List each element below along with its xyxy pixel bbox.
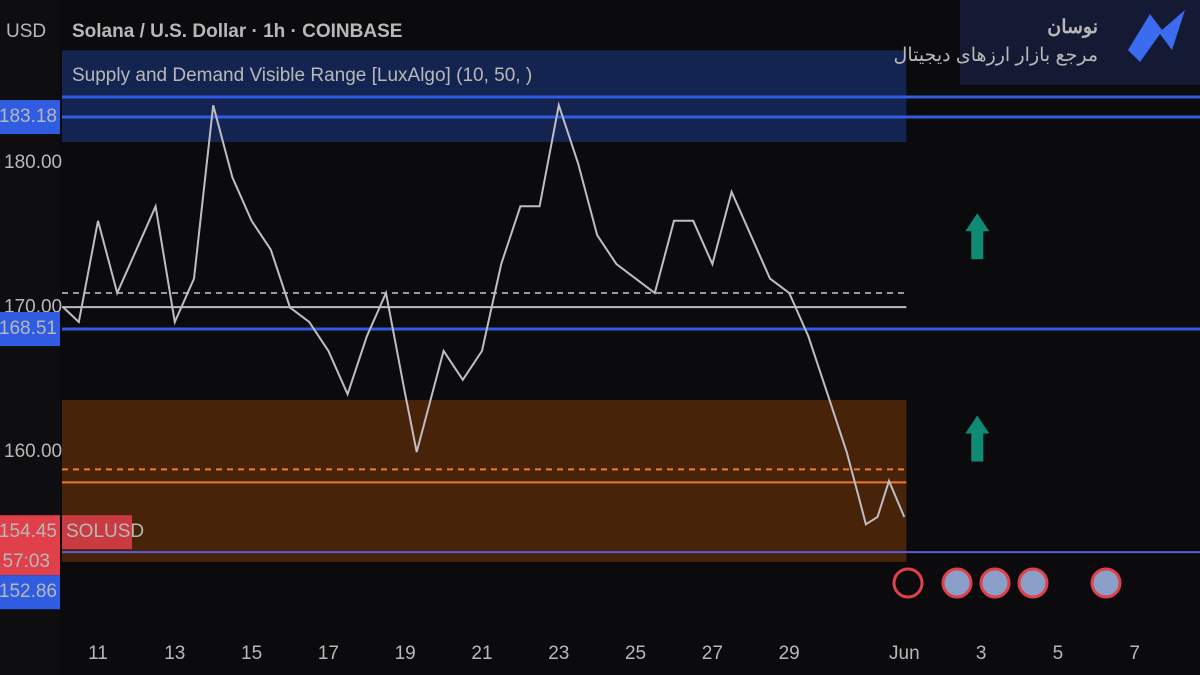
event-icons (892, 567, 1122, 599)
x-tick-label: 11 (88, 643, 108, 664)
symbol-tag (62, 515, 132, 550)
event-icon (941, 567, 973, 599)
y-tick-label: 160.00 (4, 441, 62, 462)
x-tick-label: 27 (702, 643, 723, 664)
x-tick-label: 17 (318, 643, 339, 664)
price-label-bg (0, 312, 60, 347)
zone (62, 399, 907, 562)
symbol: SOLUSD (66, 521, 144, 542)
countdown: 57:03 (2, 551, 50, 572)
currency: USD (6, 21, 46, 42)
x-tick-label: 23 (548, 643, 569, 664)
brand-tagline: مرجع بازار ارزهای دیجیتال (894, 45, 1098, 66)
price-label: 168.51 (0, 318, 57, 339)
price-label-bg (0, 575, 60, 610)
x-tick-label: 7 (1129, 643, 1140, 664)
x-tick-label: 29 (779, 643, 800, 664)
x-tick-label: 19 (395, 643, 416, 664)
event-icon (979, 567, 1011, 599)
event-icon (892, 567, 924, 599)
price-label: 183.18 (0, 106, 57, 127)
brand-logo (1128, 10, 1185, 62)
x-tick-label: 21 (471, 643, 492, 664)
event-icon (1090, 567, 1122, 599)
up-arrow (965, 415, 990, 462)
brand-name: نوسان (1047, 17, 1098, 38)
x-tick-label: 15 (241, 643, 262, 664)
indicator: Supply and Demand Visible Range [LuxAlgo… (72, 65, 532, 86)
x-tick-label: 3 (976, 643, 987, 664)
price-label-bg (0, 100, 60, 135)
up-arrow (965, 213, 990, 260)
x-tick-label: 13 (164, 643, 185, 664)
y-tick-label: 180.00 (4, 152, 62, 173)
header-bg (62, 0, 562, 50)
brand-bg (960, 0, 1200, 85)
x-tick-label: 5 (1053, 643, 1064, 664)
event-icon (1017, 567, 1049, 599)
price-label: 152.86 (0, 581, 57, 602)
price-line (62, 101, 906, 526)
price-label: 154.45 (0, 521, 57, 542)
price-label-bg (0, 515, 60, 576)
x-tick-label: 25 (625, 643, 646, 664)
x-tick-label: Jun (889, 643, 920, 664)
chart-title: Solana / U.S. Dollar · 1h · COINBASE (72, 21, 402, 42)
